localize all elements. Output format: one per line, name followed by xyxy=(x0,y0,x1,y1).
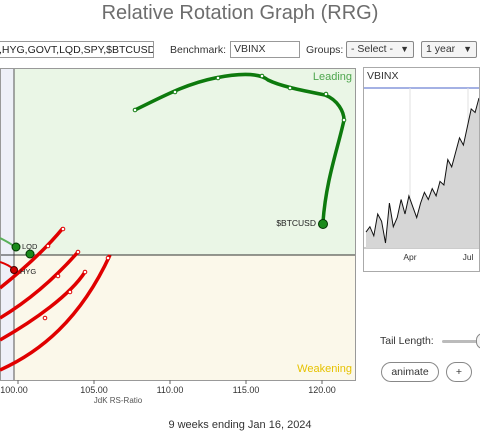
quadrant-weakening-label: Weakening xyxy=(297,363,352,375)
x-tick-label: 115.00 xyxy=(233,385,260,395)
tail-point xyxy=(60,226,66,232)
groups-select-value: - Select - xyxy=(351,43,394,55)
tail-point xyxy=(341,117,347,123)
tail-point xyxy=(82,269,88,275)
quadrant-weakening-bg xyxy=(14,255,355,380)
tail-point xyxy=(215,75,221,81)
tail-head[interactable] xyxy=(25,249,35,259)
tail-lqd[interactable]: LQD xyxy=(0,237,38,252)
tail-point xyxy=(42,315,48,321)
quadrant-left-bg xyxy=(0,68,14,380)
footer-date: 9 weeks ending Jan 16, 2024 xyxy=(168,419,312,431)
tail-btcusd-line[interactable] xyxy=(134,72,346,223)
toolbar: ,HYG,GOVT,LQD,SPY,$BTCUSD Benchmark: VBI… xyxy=(0,40,480,62)
tail-red-3[interactable] xyxy=(0,271,87,342)
quadrant-leading-bg xyxy=(14,68,355,255)
tail-hyg[interactable]: HYG xyxy=(0,261,36,276)
benchmark-label: Benchmark: xyxy=(170,44,227,56)
tail-red-1[interactable] xyxy=(0,226,65,290)
benchmark-mini-chart: VBINX Apr Jul xyxy=(363,67,480,272)
mini-chart-title: VBINX xyxy=(367,70,399,82)
tail-lqd-head[interactable] xyxy=(11,242,21,252)
tail-hyg-head[interactable] xyxy=(10,266,18,274)
tail-point xyxy=(67,289,73,295)
tail-point xyxy=(75,249,81,255)
tail-point xyxy=(323,91,329,97)
x-tick-label: 100.00 xyxy=(0,385,28,395)
mini-chart-line xyxy=(365,97,479,244)
chevron-down-icon: ▼ xyxy=(463,44,472,54)
tail-hyg-label: HYG xyxy=(20,267,36,276)
quadrant-leading-label: Leading xyxy=(313,71,352,83)
tail-red-2[interactable] xyxy=(0,250,80,320)
mini-x-tick: Apr xyxy=(403,252,416,262)
tail-point xyxy=(259,73,265,79)
tail-length-slider[interactable] xyxy=(442,340,480,343)
plus-button[interactable]: + xyxy=(446,362,472,382)
tail-point xyxy=(132,107,138,113)
groups-select[interactable]: - Select - ▼ xyxy=(346,41,414,58)
animate-button[interactable]: animate xyxy=(381,362,439,382)
x-axis-label: JdK RS-Ratio xyxy=(94,396,143,405)
x-tick-label: 110.00 xyxy=(157,385,184,395)
period-select[interactable]: 1 year ▼ xyxy=(421,41,477,58)
tail-point xyxy=(55,273,61,279)
plot-frame xyxy=(0,68,356,381)
tail-point xyxy=(45,243,51,249)
mini-x-tick: Jul xyxy=(463,252,474,262)
tail-btcusd[interactable]: $BTCUSD xyxy=(132,72,347,229)
symbols-input[interactable]: ,HYG,GOVT,LQD,SPY,$BTCUSD xyxy=(0,41,154,58)
tail-length-label: Tail Length: xyxy=(380,335,434,347)
x-axis: 100.00 105.00 110.00 115.00 120.00 JdK R… xyxy=(0,380,336,405)
tail-btcusd-head[interactable] xyxy=(318,219,328,229)
x-tick-label: 120.00 xyxy=(308,385,336,395)
benchmark-input[interactable]: VBINX xyxy=(230,41,300,58)
page-title: Relative Rotation Graph (RRG) xyxy=(101,2,379,24)
period-select-value: 1 year xyxy=(426,43,456,55)
tail-point xyxy=(172,89,178,95)
tail-btcusd-label: $BTCUSD xyxy=(276,218,316,228)
chevron-down-icon: ▼ xyxy=(400,44,409,54)
tails-red[interactable] xyxy=(0,226,112,372)
tail-point xyxy=(105,255,111,261)
groups-label: Groups: xyxy=(306,44,344,56)
tail-lqd-label: LQD xyxy=(22,242,38,251)
tail-red-4[interactable] xyxy=(0,254,112,372)
tail-point xyxy=(287,85,293,91)
mini-chart-plot: Apr Jul xyxy=(364,87,479,262)
mini-chart-area xyxy=(366,98,479,248)
x-tick-label: 105.00 xyxy=(80,385,108,395)
tail-green-2[interactable] xyxy=(25,249,35,259)
